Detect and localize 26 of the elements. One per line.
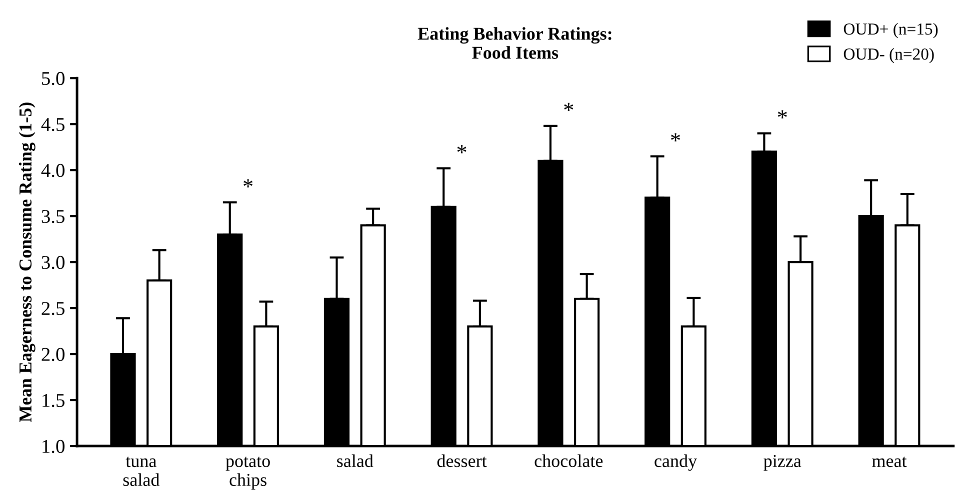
legend-label: OUD- (n=20) (844, 48, 934, 64)
legend-label: OUD+ (n=15) (844, 22, 938, 38)
x-tick-label: tuna salad (123, 456, 160, 486)
x-tick-label: meat (872, 456, 907, 468)
x-tick-label: salad (337, 454, 374, 468)
chart-title: Eating Behavior Ratings: Food Items (418, 27, 612, 59)
x-tick-label: dessert (437, 454, 487, 468)
annotation: * (564, 102, 574, 111)
y-tick-label: 1.5 (42, 394, 64, 408)
y-tick-label: 2.0 (42, 348, 64, 362)
y-tick-label: 4.5 (41, 118, 64, 132)
y-tick-label: 2.5 (42, 302, 64, 316)
annotation: * (244, 179, 253, 188)
x-tick-label: chocolate (534, 454, 603, 468)
annotation: * (778, 110, 787, 118)
y-tick-label: 3.5 (42, 210, 64, 224)
y-tick-label: 4.0 (41, 164, 64, 178)
annotation: * (457, 145, 466, 154)
x-tick-label: candy (654, 454, 697, 471)
y-tick-label: 3.0 (42, 256, 64, 270)
x-tick-label: pizza (764, 454, 802, 471)
x-tick-label: potato chips (226, 456, 270, 490)
y-tick-label: 1.0 (42, 440, 64, 454)
y-tick-label: 5.0 (42, 72, 64, 86)
annotation: * (671, 133, 680, 142)
y-axis-title: Mean Eagerness to Consume Rating (1-5) (18, 102, 36, 422)
